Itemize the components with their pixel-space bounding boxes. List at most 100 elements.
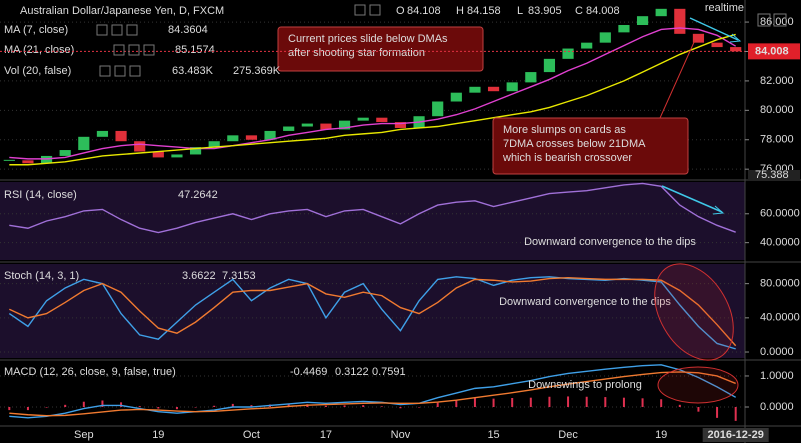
- annotation-text: Downward convergence to the dips: [524, 236, 696, 248]
- legend-value: 7.3153: [222, 270, 256, 282]
- histogram-bar: [436, 402, 439, 407]
- annotation-text: 7DMA crosses below 21DMA: [503, 138, 646, 150]
- volume-axis-label: 75.388: [755, 169, 789, 181]
- histogram-bar: [82, 401, 85, 407]
- candle: [96, 130, 109, 137]
- histogram-bar: [660, 399, 663, 407]
- candle: [432, 101, 444, 117]
- histogram-bar: [734, 407, 737, 421]
- series-line: [9, 33, 736, 166]
- legend-value: 3.6622: [182, 270, 216, 282]
- legend-value: -0.4469: [290, 366, 327, 378]
- volume-label: Vol (20, false): [4, 65, 71, 77]
- ohlc-label: C: [575, 5, 583, 17]
- x-tick-label: Oct: [243, 429, 260, 441]
- legend-label: MA (21, close): [4, 44, 74, 56]
- x-tick-label: 15: [487, 429, 499, 441]
- status: realtime: [705, 2, 744, 14]
- legend-value: 47.2642: [178, 189, 218, 201]
- histogram-bar: [473, 397, 476, 407]
- last-price-box: [748, 43, 800, 60]
- rsi-panel-bg: [0, 182, 745, 260]
- x-tick-label: 19: [152, 429, 164, 441]
- candle: [134, 141, 146, 152]
- y-tick-label: 1.0000: [760, 370, 794, 382]
- annotation-text: Downswings to prolong: [528, 379, 642, 391]
- ohlc-value: 84.108: [407, 5, 441, 17]
- candle: [264, 130, 276, 140]
- candle: [543, 58, 556, 73]
- toolbar-icons: [96, 4, 787, 77]
- candle: [636, 16, 649, 26]
- histogram-bar: [418, 407, 421, 408]
- candle: [227, 135, 239, 142]
- histogram-bar: [585, 396, 588, 407]
- candle: [301, 123, 313, 127]
- decorations: [654, 17, 742, 404]
- y-tick-label: 60.0000: [760, 208, 800, 220]
- candle: [357, 117, 369, 121]
- candle: [152, 151, 164, 158]
- annotation-text: More slumps on cards as: [503, 124, 626, 136]
- histogram-bar: [250, 405, 253, 407]
- candle: [581, 42, 593, 49]
- annotation-text: Current prices slide below DMAs: [288, 33, 448, 45]
- histogram-bar: [716, 407, 719, 418]
- candle: [338, 120, 351, 130]
- series-line: [9, 27, 737, 160]
- histogram-bar: [455, 399, 458, 407]
- y-tick-label: 86.000: [760, 16, 794, 28]
- histogram-bar: [101, 400, 104, 407]
- candle: [376, 117, 388, 123]
- histogram-bar: [26, 407, 29, 411]
- histogram-bar: [194, 407, 197, 408]
- date-box: [702, 428, 769, 442]
- y-tick-label: 80.0000: [760, 278, 800, 290]
- histogram-bar: [567, 396, 570, 407]
- histogram-bar: [120, 402, 123, 407]
- annotation-box: [277, 26, 484, 72]
- candle: [618, 25, 630, 33]
- y-tick-label: 0.0000: [760, 346, 794, 358]
- histogram-bar: [138, 406, 141, 407]
- panel-title: MACD (12, 26, close, 9, false, true): [4, 366, 176, 378]
- panel-title: Australian Dollar/Japanese Yen, D, FXCM: [20, 5, 224, 17]
- histogram-bar: [604, 397, 607, 407]
- legend-value: 0.3122: [335, 366, 369, 378]
- candle: [78, 136, 90, 151]
- histogram-bar: [324, 405, 327, 407]
- histogram-bar: [641, 398, 644, 407]
- candle: [40, 155, 53, 164]
- histogram-bar: [157, 407, 160, 409]
- candle: [115, 130, 127, 142]
- candle: [171, 154, 183, 158]
- ohlc-value: 84.158: [467, 5, 501, 17]
- candle: [245, 135, 258, 140]
- legend-label: MA (7, close): [4, 24, 68, 36]
- series-line: [9, 276, 737, 347]
- ohlc-label: O: [396, 5, 405, 17]
- histogram-bar: [8, 407, 11, 411]
- ohlc-label: L: [517, 5, 523, 17]
- histogram-bar: [548, 396, 551, 407]
- x-tick-label: Nov: [391, 429, 411, 441]
- histogram-bar: [529, 397, 532, 407]
- ohlc-value: 84.008: [586, 5, 620, 17]
- candle: [599, 32, 611, 43]
- candle: [711, 42, 723, 48]
- candle: [655, 8, 667, 17]
- x-tick-label: Dec: [558, 429, 578, 441]
- legend-value: 0.7591: [372, 366, 406, 378]
- series-line: [9, 371, 736, 417]
- y-tick-label: 0.0000: [760, 401, 794, 413]
- series-line: [9, 182, 736, 234]
- ohlc-value: 83.905: [528, 5, 562, 17]
- histogram-bar: [511, 398, 514, 407]
- x-tick-label: Sep: [74, 429, 94, 441]
- ohlc-label: H: [456, 5, 464, 17]
- candle: [506, 82, 518, 92]
- y-tick-label: 78.000: [760, 134, 794, 146]
- volume-axis-box: [748, 170, 800, 180]
